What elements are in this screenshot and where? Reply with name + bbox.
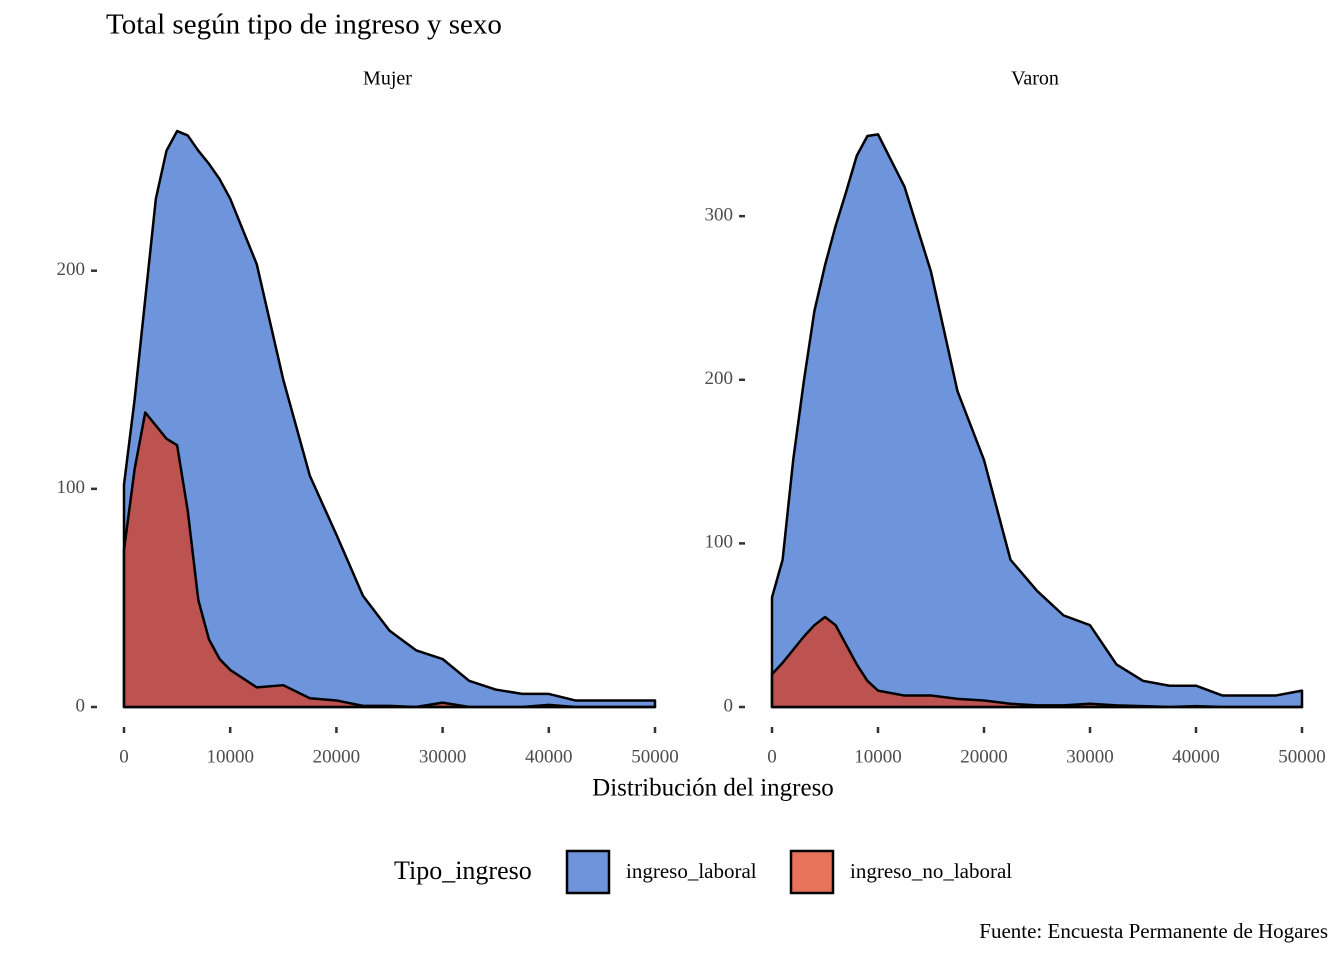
x-tick-label: 40000 — [525, 746, 573, 767]
x-tick-label: 10000 — [854, 746, 902, 767]
y-tick-label: 0 — [724, 695, 734, 716]
legend-key — [565, 849, 611, 895]
x-axis-label: Distribución del ingreso — [592, 775, 834, 802]
x-tick-label: 30000 — [1066, 746, 1114, 767]
x-tick-label: 20000 — [313, 746, 361, 767]
y-tick-label: 200 — [57, 259, 86, 280]
chart-title: Total según tipo de ingreso y sexo — [106, 9, 502, 41]
strip-title: Mujer — [363, 68, 412, 90]
y-tick-label: 100 — [705, 532, 734, 553]
legend-label: ingreso_laboral — [626, 859, 757, 883]
legend-title: Tipo_ingreso — [394, 856, 532, 885]
y-tick-label: 100 — [57, 477, 86, 498]
y-tick-label: 0 — [76, 695, 86, 716]
x-tick-label: 50000 — [1278, 746, 1326, 767]
x-tick-label: 0 — [119, 746, 129, 767]
caption: Fuente: Encuesta Permanente de Hogares — [979, 919, 1328, 943]
x-tick-label: 10000 — [206, 746, 254, 767]
area — [122, 129, 657, 709]
y-tick-label: 300 — [705, 205, 734, 226]
legend-label: ingreso_no_laboral — [850, 859, 1012, 883]
x-tick-label: 50000 — [631, 746, 679, 767]
legend-key — [789, 849, 835, 895]
x-tick-label: 0 — [767, 746, 777, 767]
x-tick-label: 20000 — [960, 746, 1008, 767]
area — [770, 615, 1304, 709]
x-tick-label: 30000 — [419, 746, 467, 767]
strip-title: Varon — [1011, 68, 1059, 90]
area — [122, 411, 657, 709]
x-tick-label: 40000 — [1172, 746, 1220, 767]
y-tick-label: 200 — [705, 368, 734, 389]
area — [770, 133, 1304, 709]
